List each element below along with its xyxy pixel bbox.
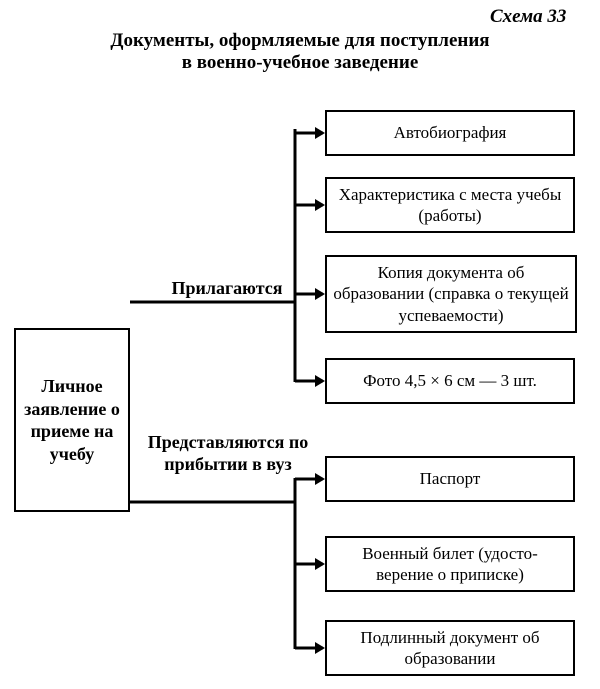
doc-box: Военный билет (удосто- верение о приписк… <box>325 536 575 592</box>
page-title: Документы, оформляемые для поступленияв … <box>0 30 600 74</box>
branch-label: Представляются по прибытии в вуз <box>138 432 318 475</box>
doc-box: Подлинный документ об образовании <box>325 620 575 676</box>
doc-box: Характеристика с места учебы (работы) <box>325 177 575 233</box>
root-box: Личное заявление о приеме на учебу <box>14 328 130 512</box>
title-line2: в военно-учебное заведение <box>0 52 600 74</box>
diagram-canvas: Схема 33Документы, оформляемые для посту… <box>0 0 600 689</box>
doc-box: Фото 4,5 × 6 см — 3 шт. <box>325 358 575 404</box>
branch-label: Прилагаются <box>152 278 302 300</box>
doc-box: Паспорт <box>325 456 575 502</box>
title-line1: Документы, оформляемые для поступления <box>0 30 600 52</box>
doc-box: Автобиография <box>325 110 575 156</box>
doc-box: Копия документа об образовании (справка … <box>325 255 577 333</box>
scheme-label: Схема 33 <box>490 6 566 28</box>
